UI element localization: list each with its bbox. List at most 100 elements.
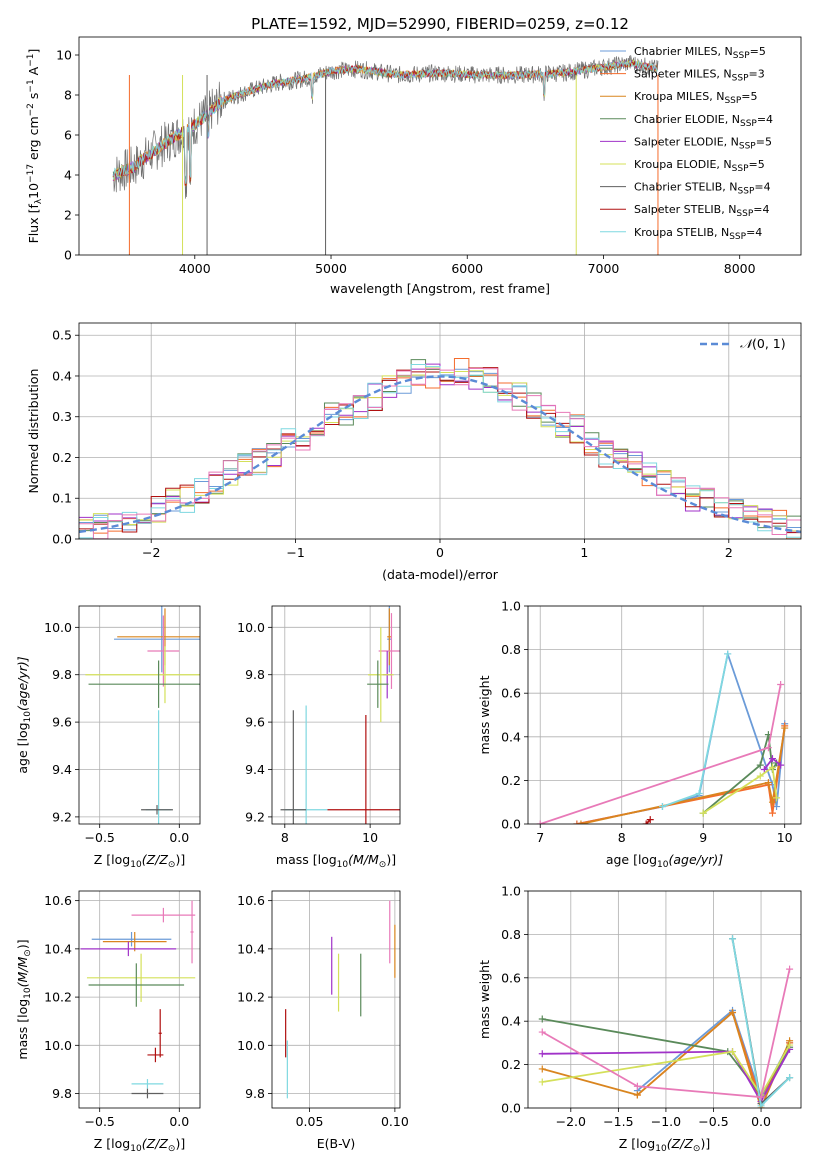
label-part: )] <box>700 1136 710 1151</box>
weight-series-line <box>541 968 791 1099</box>
y-tick-label: 9.8 <box>245 667 265 682</box>
weight-point-marker <box>764 779 772 787</box>
x-axis-label: Z [log10(Z/Z⊙)] <box>94 852 185 870</box>
y-axis-label: mass weight <box>477 960 492 1039</box>
x-tick-label: 8000 <box>724 261 756 276</box>
weight-point-marker <box>729 935 737 943</box>
spectrum-line <box>112 61 658 186</box>
x-tick-label: 10 <box>777 830 793 845</box>
y-tick-label: 0 <box>64 248 72 263</box>
y-axis-label: mass weight <box>477 675 492 754</box>
x-tick-label: −2.0 <box>556 1114 586 1129</box>
label-part: SSP <box>732 164 749 174</box>
weight-point-marker <box>538 1050 546 1058</box>
label-part: )] <box>175 852 185 867</box>
weight-point-marker <box>646 816 654 824</box>
y-tick-label: 8 <box>64 88 72 103</box>
y-axis-label: Flux [fλ10−17 erg cm−2 s−1 A−1] <box>26 49 44 244</box>
weight-point-marker <box>777 680 785 688</box>
label-part: s <box>26 93 41 104</box>
y-tick-label: 1.0 <box>501 884 521 899</box>
label-part: −17 <box>26 164 36 183</box>
x-tick-label: 2 <box>725 545 733 560</box>
axes-frame <box>527 890 802 1109</box>
mass_vs_EBV-panel: 0.05 0.10 9.8 10.0 10.2 10.4 10.6 E(B-V) <box>237 890 409 1151</box>
label-part: SSP <box>740 119 757 129</box>
label-part: ⊙ <box>23 949 33 957</box>
label-part: −2 <box>26 103 36 116</box>
y-tick-label: 1.0 <box>501 599 521 614</box>
y-tick-label: 9.2 <box>52 809 72 824</box>
label-part: λ <box>34 198 44 204</box>
y-tick-label: 9.6 <box>52 715 72 730</box>
weight-series-line <box>702 734 778 814</box>
x-tick-label: −0.5 <box>698 1114 728 1129</box>
x-tick-label: 10 <box>362 830 378 845</box>
y-tick-label: 9.4 <box>245 762 265 777</box>
y-tick-label: 10.2 <box>237 990 265 1005</box>
y-tick-label: 9.8 <box>52 667 72 682</box>
axes-frame <box>78 322 802 540</box>
label-part: Flux [f <box>26 204 41 244</box>
y-tick-label: 0.1 <box>52 491 72 506</box>
mass_vs_Z-panel: −0.5 0.09.810.010.210.410.6Z [log10(Z/Z⊙)… <box>15 890 201 1154</box>
legend-entry: Chabrier STELIB, NSSP=4 <box>634 181 771 197</box>
label-part: (M/M <box>348 852 379 867</box>
y-tick-label: 4 <box>64 168 72 183</box>
age_vs_Z-panel: −0.5 0.09.29.49.69.810.0Z [log10(Z/Z⊙)]ag… <box>15 605 201 870</box>
legend-entry: Kroupa STELIB, NSSP=4 <box>634 226 762 242</box>
label-part: (Z/Z <box>142 1136 169 1151</box>
x-tick-label: 5000 <box>315 261 347 276</box>
y-axis-label: age [log10(age/yr)] <box>15 656 33 773</box>
y-tick-label: 2 <box>64 208 72 223</box>
label-part: SSP <box>736 209 753 219</box>
x-axis-label: (data-model)/error <box>382 567 499 582</box>
legend-entry: Chabrier ELODIE, NSSP=4 <box>634 113 773 129</box>
label-part: Z [log <box>94 1136 130 1151</box>
label-part: (Z/Z <box>142 852 169 867</box>
x-axis-label: E(B-V) <box>317 1136 356 1151</box>
y-tick-label: 0.6 <box>501 970 521 985</box>
y-tick-label: 0.4 <box>501 729 521 744</box>
y-tick-label: 10.6 <box>44 893 72 908</box>
weight-point-marker <box>764 744 772 752</box>
weight-point-marker <box>786 1041 794 1049</box>
y-tick-label: 6 <box>64 128 72 143</box>
label-part: 10 <box>26 183 41 199</box>
weight-series-line <box>662 653 729 808</box>
axes-frame <box>527 605 802 825</box>
weight-series-line <box>645 818 651 824</box>
label-part: Chabrier MILES, N <box>634 45 733 58</box>
y-tick-label: 0.0 <box>501 1101 521 1116</box>
axes-frame <box>78 890 201 1109</box>
weight-point-marker <box>760 766 768 773</box>
x-tick-label: 7000 <box>588 261 620 276</box>
label-part: age [log <box>15 722 30 773</box>
gaussian-curve <box>79 375 801 534</box>
weight-point-marker <box>768 755 776 763</box>
weight-point-marker <box>786 1074 794 1082</box>
x-tick-label: 8 <box>618 830 626 845</box>
weight-point-marker <box>695 789 703 797</box>
weight-point-marker <box>538 1015 546 1023</box>
x-tick-label: 0.0 <box>169 1114 189 1129</box>
label-part: ⊙ <box>693 1144 701 1154</box>
y-tick-label: 0.3 <box>52 409 72 424</box>
x-tick-label: 8 <box>281 830 289 845</box>
legend-params: (0, 1) <box>752 336 786 351</box>
y-tick-label: 0.8 <box>501 642 521 657</box>
label-part: SSP <box>733 51 750 61</box>
weight-point-marker <box>757 1102 765 1108</box>
x-tick-label: 0.05 <box>296 1114 324 1129</box>
y-tick-label: 9.2 <box>245 809 265 824</box>
label-part: Kroupa MILES, N <box>634 90 724 103</box>
label-part: erg cm <box>26 116 41 164</box>
weight-point-marker <box>756 772 764 780</box>
label-part: Salpeter MILES, N <box>634 68 732 81</box>
y-tick-label: 10.4 <box>237 941 265 956</box>
y-tick-label: 10.6 <box>237 893 265 908</box>
errorbars <box>285 900 396 1099</box>
x-tick-label: −0.5 <box>85 830 115 845</box>
x-tick-label: 1 <box>580 545 588 560</box>
weight-point-marker <box>756 761 764 769</box>
